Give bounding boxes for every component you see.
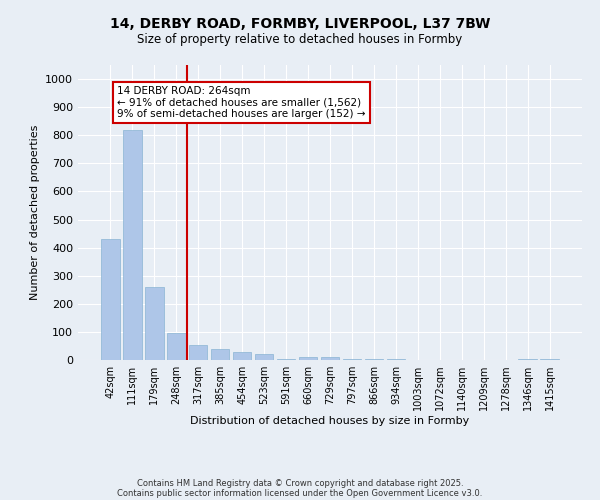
Bar	[299, 357, 317, 360]
Text: 14, DERBY ROAD, FORMBY, LIVERPOOL, L37 7BW: 14, DERBY ROAD, FORMBY, LIVERPOOL, L37 7…	[110, 18, 490, 32]
Bar	[277, 358, 295, 360]
Y-axis label: Number of detached properties: Number of detached properties	[29, 125, 40, 300]
Bar	[167, 334, 185, 360]
Bar	[211, 349, 229, 360]
Bar	[189, 344, 208, 360]
Bar	[101, 239, 119, 360]
Bar	[320, 357, 340, 360]
Text: 14 DERBY ROAD: 264sqm
← 91% of detached houses are smaller (1,562)
9% of semi-de: 14 DERBY ROAD: 264sqm ← 91% of detached …	[117, 86, 365, 120]
Bar	[145, 287, 164, 360]
Bar	[233, 352, 251, 360]
Bar	[255, 354, 274, 360]
Bar	[123, 130, 142, 360]
X-axis label: Distribution of detached houses by size in Formby: Distribution of detached houses by size …	[190, 416, 470, 426]
Text: Size of property relative to detached houses in Formby: Size of property relative to detached ho…	[137, 32, 463, 46]
Text: Contains public sector information licensed under the Open Government Licence v3: Contains public sector information licen…	[118, 488, 482, 498]
Text: Contains HM Land Registry data © Crown copyright and database right 2025.: Contains HM Land Registry data © Crown c…	[137, 478, 463, 488]
